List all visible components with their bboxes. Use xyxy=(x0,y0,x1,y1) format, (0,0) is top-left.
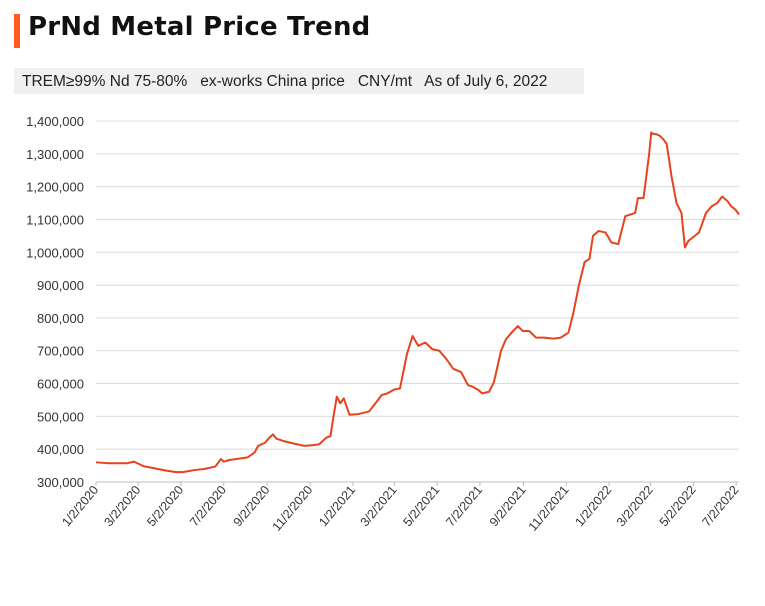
y-tick-label: 500,000 xyxy=(37,409,84,424)
y-tick-label: 1,400,000 xyxy=(26,114,84,129)
y-tick-label: 700,000 xyxy=(37,344,84,359)
y-tick-label: 900,000 xyxy=(37,278,84,293)
x-tick-label: 5/2/2021 xyxy=(400,483,442,529)
title-accent-bar xyxy=(14,14,20,48)
y-tick-label: 300,000 xyxy=(37,475,84,490)
series-line xyxy=(95,131,740,474)
x-tick-label: 3/2/2022 xyxy=(614,483,656,529)
grid-lines xyxy=(96,120,739,483)
y-tick-label: 1,100,000 xyxy=(26,212,84,227)
x-tick-label: 1/2/2021 xyxy=(316,483,358,529)
x-tick-label: 11/2/2020 xyxy=(270,483,316,534)
chart-title: PrNd Metal Price Trend xyxy=(28,12,371,42)
chart-subtitle: TREM≥99% Nd 75-80% ex-works China price … xyxy=(22,73,548,90)
x-tick-label: 3/2/2021 xyxy=(358,483,400,529)
y-tick-label: 600,000 xyxy=(37,377,84,392)
x-tick-label: 1/2/2022 xyxy=(572,483,614,529)
y-tick-label: 1,000,000 xyxy=(26,245,84,260)
x-tick-label: 9/2/2021 xyxy=(487,483,529,529)
y-tick-label: 400,000 xyxy=(37,442,84,457)
y-tick-label: 800,000 xyxy=(37,311,84,326)
y-axis-ticks: 300,000 400,000 500,000 600,000 700,000 800,0… xyxy=(26,114,84,490)
x-tick-label: 7/2/2020 xyxy=(187,483,229,529)
x-tick-label: 7/2/2021 xyxy=(443,483,485,529)
y-tick-label: 1,200,000 xyxy=(26,180,84,195)
x-tick-label: 7/2/2022 xyxy=(699,483,741,529)
x-tick-label: 3/2/2020 xyxy=(101,483,143,529)
y-tick-label: 1,300,000 xyxy=(26,147,84,162)
x-tick-label: 11/2/2021 xyxy=(526,483,572,534)
x-tick-label: 5/2/2020 xyxy=(144,483,186,529)
x-tick-label: 9/2/2020 xyxy=(231,483,273,529)
x-axis-ticks: 1/2/2020 3/2/2020 5/2/2020 7/2/2020 9/2/2020… xyxy=(59,482,742,534)
subtitle-background xyxy=(14,68,584,94)
x-tick-label: 5/2/2022 xyxy=(657,483,699,529)
